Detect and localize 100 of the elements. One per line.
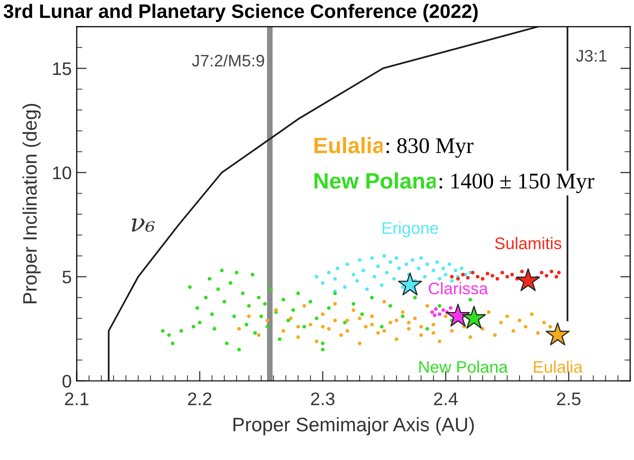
point (361, 268, 366, 272)
point (358, 316, 362, 320)
point (432, 322, 436, 326)
point (247, 304, 251, 308)
point (505, 274, 510, 279)
point (406, 326, 411, 331)
point (400, 314, 404, 318)
point (256, 296, 261, 300)
point (493, 333, 497, 337)
point (425, 304, 430, 308)
point (216, 287, 220, 292)
annotation: Clarissa (428, 282, 488, 294)
point (286, 318, 290, 322)
point (486, 272, 490, 276)
point (518, 318, 522, 322)
point (394, 318, 398, 322)
point (263, 302, 267, 306)
point (256, 333, 261, 337)
point (468, 335, 472, 339)
point (480, 326, 484, 331)
point (438, 312, 442, 316)
point (432, 331, 436, 335)
point (314, 274, 318, 279)
point (208, 276, 212, 281)
point (406, 320, 411, 324)
point (288, 316, 293, 320)
point (296, 292, 300, 296)
point (370, 322, 374, 326)
point (468, 298, 472, 302)
y-tick-label: 15 (53, 62, 72, 76)
ref-line-label: J7:2/M5:9 (192, 54, 264, 67)
point (247, 314, 251, 318)
point (410, 258, 414, 262)
point (490, 274, 494, 278)
point (500, 270, 504, 274)
x-tick-label: 2.2 (188, 392, 212, 406)
point (291, 308, 296, 312)
point (237, 326, 241, 331)
point (327, 306, 331, 310)
point (253, 331, 257, 335)
point (435, 260, 439, 264)
point (382, 300, 386, 304)
point (320, 281, 325, 285)
point (441, 308, 446, 312)
point (394, 256, 398, 260)
point (345, 262, 350, 266)
point (370, 296, 374, 300)
point (192, 324, 196, 329)
point (540, 270, 544, 274)
point (365, 287, 369, 292)
x-tick-label: 2.3 (311, 392, 334, 406)
point (224, 342, 229, 346)
point (372, 274, 376, 279)
point (400, 310, 404, 314)
point (237, 348, 241, 352)
point (188, 285, 192, 289)
annotation: Eulalia: 830 Myr (314, 137, 474, 158)
point (320, 312, 325, 316)
point (542, 320, 546, 324)
point (240, 292, 245, 296)
point (195, 306, 200, 310)
point (320, 342, 325, 346)
point (544, 274, 548, 278)
point (425, 326, 430, 331)
point (524, 324, 528, 329)
point (413, 316, 417, 320)
point (413, 296, 417, 300)
point (358, 258, 362, 262)
point (244, 322, 248, 326)
point (160, 329, 165, 333)
point (222, 300, 226, 304)
point (302, 324, 306, 329)
point (327, 326, 331, 331)
point (444, 272, 448, 276)
point (380, 283, 384, 287)
point (269, 287, 273, 292)
point (404, 262, 408, 266)
point (499, 320, 503, 324)
point (364, 324, 368, 329)
point (320, 348, 325, 352)
point (432, 313, 436, 318)
point (505, 314, 510, 318)
point (448, 306, 452, 310)
point (466, 276, 470, 280)
point (382, 329, 386, 333)
x-tick-label: 2.5 (557, 392, 580, 406)
point (425, 262, 430, 266)
point (308, 300, 312, 304)
point (220, 268, 224, 272)
point (550, 270, 554, 274)
point (462, 324, 466, 329)
point (343, 320, 347, 324)
point (167, 333, 171, 337)
point (179, 329, 184, 333)
point (461, 272, 465, 276)
point (394, 337, 398, 342)
x-axis-title: Proper Semimajor Axis (AU) (233, 417, 474, 436)
point (434, 307, 438, 311)
point (308, 322, 312, 326)
point (333, 276, 337, 281)
